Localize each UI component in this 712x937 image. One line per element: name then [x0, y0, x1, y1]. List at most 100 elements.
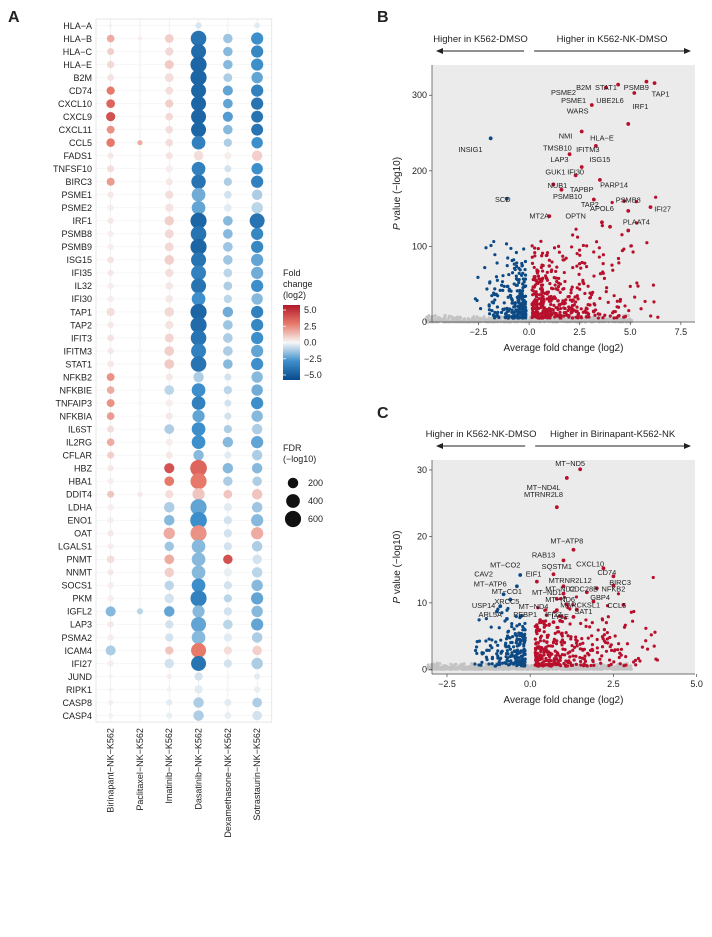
dot: [251, 605, 263, 618]
point-up: [605, 631, 609, 635]
dot: [223, 529, 232, 538]
dot: [166, 699, 173, 706]
gene-label: STAT1: [595, 83, 617, 92]
point-up: [607, 658, 612, 662]
point-up: [609, 662, 613, 666]
point-neutral: [584, 317, 588, 321]
point-up: [644, 626, 648, 630]
gene-label: B2M: [576, 83, 591, 92]
point-neutral: [473, 667, 477, 671]
panel-b-volcano: Higher in K562-DMSO Higher in K562-NK-DMS…: [392, 34, 695, 354]
point-down: [511, 645, 516, 649]
point-up: [576, 316, 580, 320]
point-down: [522, 314, 526, 319]
point-down: [511, 662, 516, 666]
point-up: [616, 256, 621, 261]
point-up: [539, 645, 544, 650]
point-neutral: [596, 663, 600, 667]
dot: [251, 344, 264, 358]
dot: [251, 318, 264, 332]
point-neutral: [466, 317, 470, 321]
point-up: [603, 313, 607, 317]
point-up: [583, 291, 587, 296]
point-down: [510, 310, 514, 314]
dot: [164, 346, 175, 356]
point-up: [549, 286, 554, 290]
point-up: [540, 661, 544, 665]
point-up: [533, 274, 537, 279]
point-up: [583, 659, 588, 663]
dot: [223, 268, 233, 278]
point-up: [649, 633, 653, 637]
gene-label: UBE2L6: [596, 96, 624, 105]
dot: [254, 686, 261, 693]
point-up: [552, 276, 556, 280]
point-down: [523, 294, 528, 298]
point-down: [493, 287, 497, 291]
point-up: [545, 251, 550, 255]
dot: [190, 316, 207, 334]
direction-label-left: Higher in K562-NK-DMSO: [426, 429, 537, 440]
dot: [137, 140, 143, 146]
point-up: [601, 262, 605, 266]
point-up: [548, 282, 552, 286]
point-down: [508, 647, 512, 651]
dot: [137, 674, 142, 679]
dot: [223, 503, 232, 512]
point-neutral: [616, 318, 620, 322]
point-down: [475, 651, 479, 656]
point-up: [575, 644, 579, 648]
gene-label: TMSB10: [543, 143, 572, 152]
dot: [164, 359, 175, 369]
point-highlight: [626, 122, 631, 126]
point-down: [489, 243, 493, 248]
point-up: [535, 628, 539, 632]
point-neutral: [450, 666, 454, 670]
point-down: [507, 314, 511, 318]
y-axis-label-italic: P: [392, 223, 403, 230]
panel-letter-a: A: [8, 9, 20, 26]
point-neutral: [568, 667, 572, 671]
point-up: [544, 307, 549, 312]
point-down: [506, 663, 510, 667]
point-up: [543, 291, 547, 295]
dot: [164, 593, 174, 604]
point-down: [512, 654, 516, 658]
point-up: [634, 200, 638, 204]
dot: [192, 409, 205, 423]
point-down: [499, 310, 504, 315]
point-up: [600, 223, 604, 228]
point-down: [495, 305, 500, 309]
point-up: [610, 200, 614, 205]
point-down: [513, 632, 517, 636]
point-down: [501, 288, 505, 292]
dot: [137, 400, 143, 406]
point-down: [506, 284, 510, 288]
point-up: [591, 290, 595, 294]
dot: [251, 293, 263, 305]
dot: [107, 243, 114, 250]
point-up: [578, 253, 582, 257]
point-up: [578, 287, 582, 291]
gene-label: NNMT: [66, 568, 92, 578]
dot: [105, 606, 116, 617]
point-neutral: [433, 664, 437, 668]
dot: [106, 112, 116, 122]
point-up: [574, 662, 578, 666]
gene-label: WARS: [567, 106, 589, 115]
arrow-right-head: [684, 443, 691, 449]
point-up: [535, 664, 540, 668]
point-neutral: [509, 666, 513, 670]
dot: [251, 541, 263, 552]
point-neutral: [468, 667, 472, 671]
point-highlight: [561, 584, 566, 589]
point-up: [574, 227, 578, 231]
point-down: [517, 280, 521, 285]
point-up: [636, 656, 640, 661]
point-neutral: [443, 316, 447, 320]
gene-label: MT−ATP6: [474, 579, 507, 588]
point-down: [484, 655, 489, 659]
dot: [108, 712, 114, 719]
point-down: [522, 303, 526, 307]
point-highlight: [604, 85, 608, 90]
